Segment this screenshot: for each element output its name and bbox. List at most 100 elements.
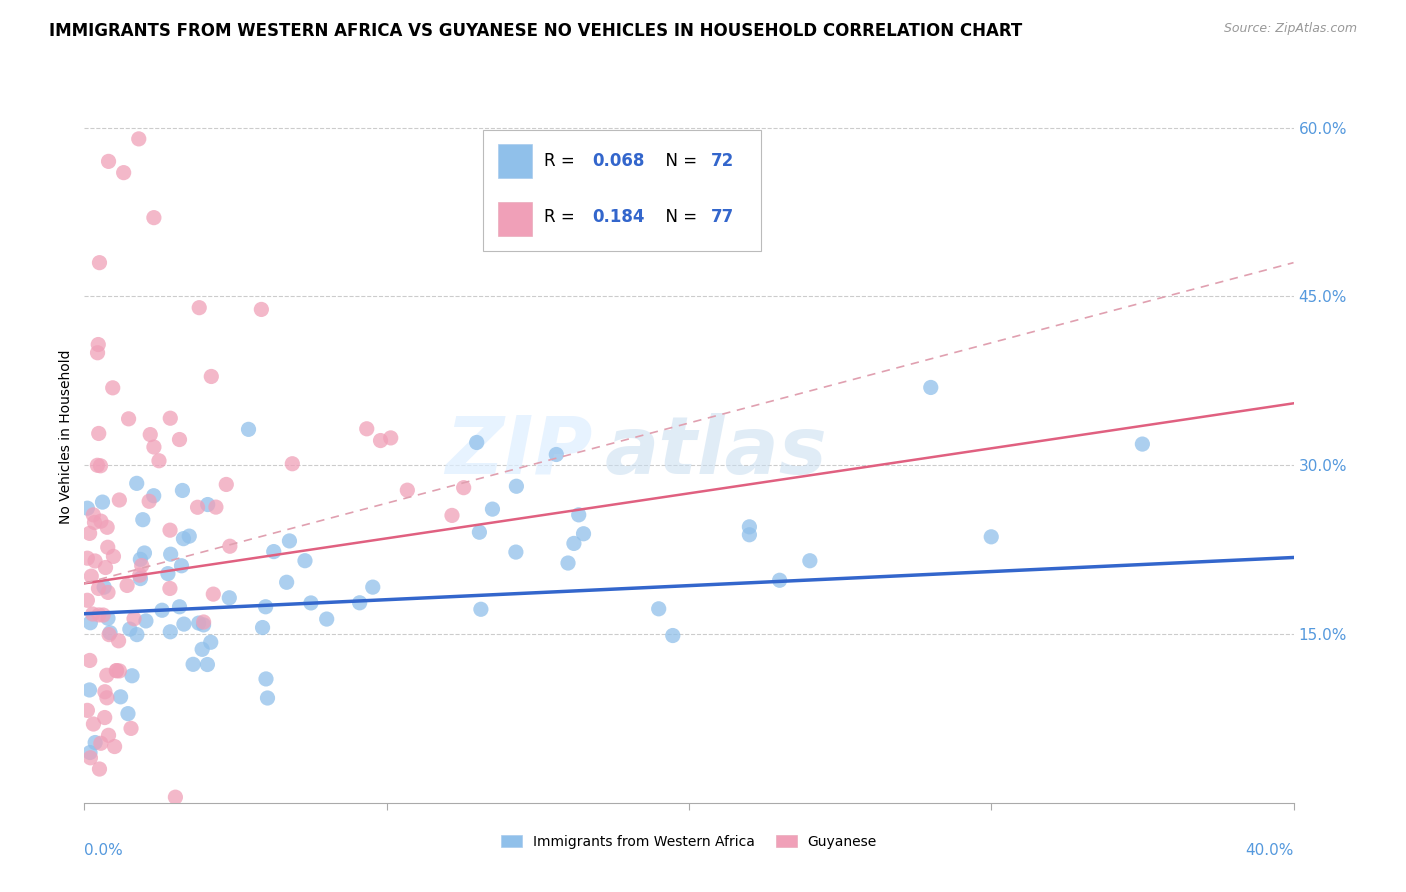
Point xyxy=(172,532,194,546)
Point xyxy=(105,664,128,678)
Point xyxy=(96,520,118,534)
Point xyxy=(165,790,187,805)
Point xyxy=(86,345,108,359)
Point xyxy=(238,422,260,436)
Point xyxy=(83,516,105,530)
Point xyxy=(468,525,491,540)
Point xyxy=(200,369,222,384)
Point xyxy=(252,621,274,635)
Point xyxy=(218,539,240,553)
Text: 77: 77 xyxy=(710,208,734,226)
Text: ZIP: ZIP xyxy=(444,413,592,491)
Point xyxy=(440,508,463,523)
Point xyxy=(562,536,585,550)
Point xyxy=(90,736,112,750)
Point xyxy=(87,607,110,622)
Point xyxy=(87,426,110,441)
Point xyxy=(121,669,143,683)
Point xyxy=(84,735,107,749)
Point xyxy=(980,530,1002,544)
Point xyxy=(128,132,150,146)
Point xyxy=(89,255,111,269)
Point xyxy=(215,477,238,491)
Point xyxy=(107,633,129,648)
Point xyxy=(159,411,181,425)
Point xyxy=(250,302,273,317)
Point xyxy=(546,448,568,462)
Point xyxy=(568,508,591,522)
Point xyxy=(122,612,145,626)
Point xyxy=(76,551,98,566)
Point xyxy=(79,615,101,630)
Point xyxy=(349,596,371,610)
Point xyxy=(93,580,115,594)
Point xyxy=(465,435,488,450)
Text: 0.0%: 0.0% xyxy=(84,843,124,858)
Point xyxy=(108,664,131,678)
Text: Source: ZipAtlas.com: Source: ZipAtlas.com xyxy=(1223,22,1357,36)
Point xyxy=(193,615,215,629)
Point xyxy=(188,301,211,315)
Point xyxy=(187,500,209,515)
Point xyxy=(172,483,194,498)
Point xyxy=(89,762,111,776)
Point xyxy=(193,618,215,632)
Point xyxy=(159,582,181,596)
Point xyxy=(97,728,120,742)
Text: 40.0%: 40.0% xyxy=(1246,843,1294,858)
Point xyxy=(98,625,121,640)
Point xyxy=(281,457,304,471)
Point xyxy=(159,547,181,561)
Point xyxy=(87,337,110,351)
Point xyxy=(263,544,285,558)
Point xyxy=(98,627,121,641)
Point xyxy=(315,612,337,626)
Point xyxy=(254,672,277,686)
Point xyxy=(276,575,298,590)
Point xyxy=(117,412,139,426)
Point xyxy=(142,211,165,225)
Point xyxy=(148,454,170,468)
Point xyxy=(370,434,392,448)
Point xyxy=(120,722,142,736)
Point xyxy=(181,657,204,672)
Point xyxy=(91,608,114,623)
Point xyxy=(82,508,104,522)
Point xyxy=(125,476,148,491)
Legend: Immigrants from Western Africa, Guyanese: Immigrants from Western Africa, Guyanese xyxy=(495,830,883,855)
Point xyxy=(159,523,181,537)
Point xyxy=(278,533,301,548)
Point xyxy=(169,433,191,447)
Point xyxy=(380,431,402,445)
Point xyxy=(170,558,193,573)
Point xyxy=(202,587,225,601)
Point xyxy=(139,427,162,442)
Point xyxy=(80,569,103,583)
Text: atlas: atlas xyxy=(605,413,827,491)
Point xyxy=(87,582,110,596)
Point xyxy=(97,611,120,625)
Point xyxy=(79,682,101,697)
Point xyxy=(648,602,671,616)
Text: N =: N = xyxy=(655,208,703,226)
Point xyxy=(361,580,384,594)
Point xyxy=(91,495,114,509)
Point xyxy=(76,703,98,717)
Point xyxy=(572,526,595,541)
Point xyxy=(93,710,115,724)
Point xyxy=(218,591,240,605)
Point xyxy=(103,549,125,564)
Point xyxy=(799,554,821,568)
Point xyxy=(101,381,124,395)
Point xyxy=(76,501,98,516)
Point xyxy=(79,653,101,667)
Point xyxy=(96,668,118,682)
Point xyxy=(84,554,107,568)
Point xyxy=(159,624,181,639)
Point xyxy=(256,691,278,706)
Point xyxy=(738,528,761,542)
Point xyxy=(105,664,128,678)
Text: 72: 72 xyxy=(710,153,734,170)
Point xyxy=(82,607,104,621)
Point xyxy=(96,690,118,705)
